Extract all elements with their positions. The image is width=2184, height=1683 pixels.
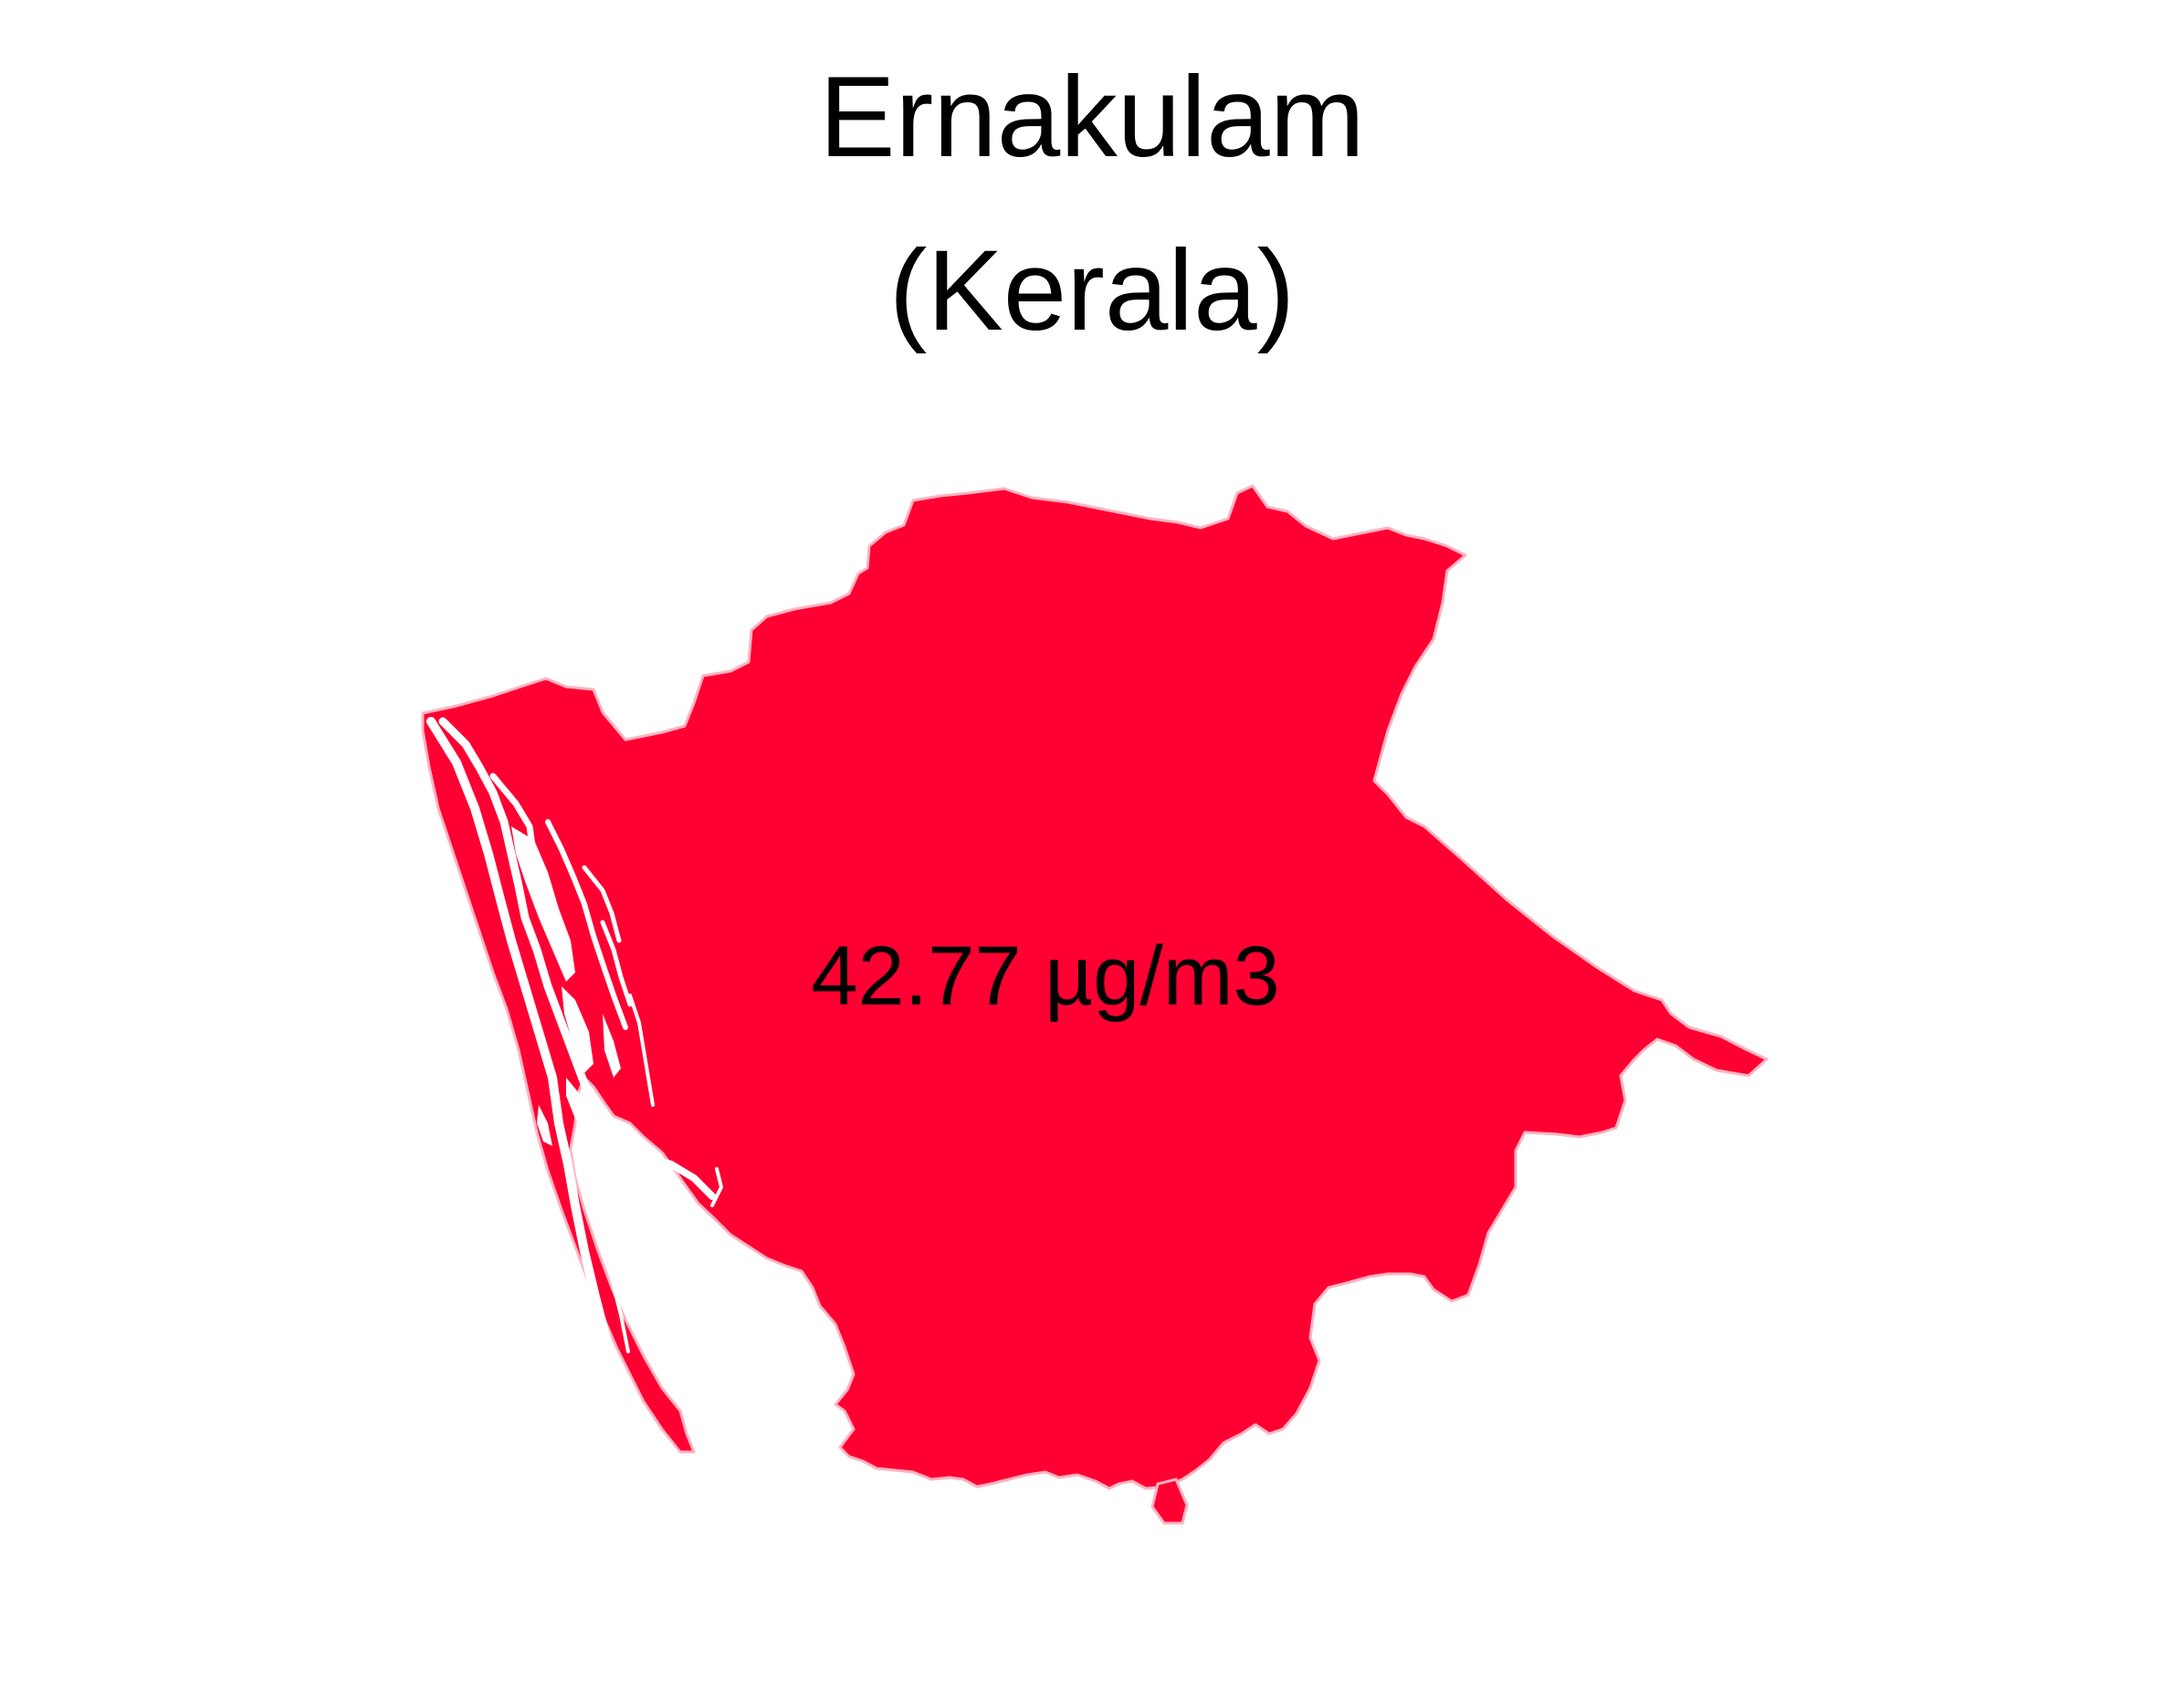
coastal-gap: [426, 717, 644, 1429]
map-title: Ernakulam: [819, 54, 1365, 181]
map-subtitle: (Kerala): [888, 227, 1296, 354]
lagoon-islands: [511, 826, 621, 1146]
value-label: 42.77 µg/m3: [811, 930, 1280, 1023]
district-shape-ernakulam: [421, 484, 1769, 1490]
district-shape-southern-tip: [1150, 1478, 1189, 1525]
